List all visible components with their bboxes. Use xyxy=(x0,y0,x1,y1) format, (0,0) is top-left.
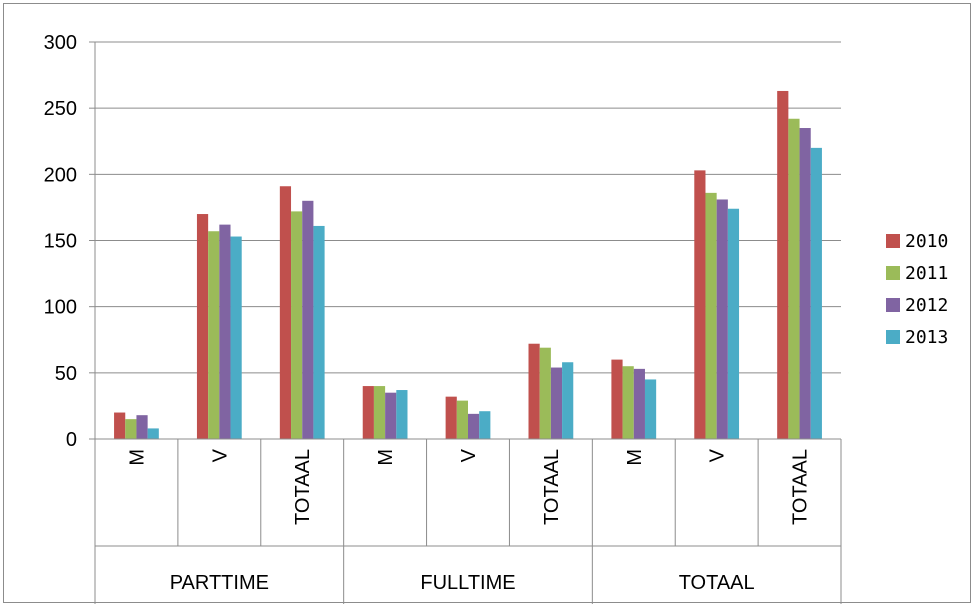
x-category-label: V xyxy=(209,448,231,462)
legend-swatch xyxy=(886,234,900,248)
bars xyxy=(114,90,822,440)
x-category-label: M xyxy=(624,449,646,466)
bar xyxy=(313,225,325,439)
legend-label: 2012 xyxy=(905,295,948,316)
x-category-label: M xyxy=(126,449,148,466)
bar xyxy=(362,386,374,439)
bar xyxy=(468,413,480,439)
bar xyxy=(219,224,231,439)
y-tick-label: 300 xyxy=(44,32,77,54)
x-category-label: TOTAAL xyxy=(790,449,812,525)
bar xyxy=(716,199,728,439)
bar xyxy=(445,396,457,439)
bar xyxy=(147,428,159,439)
y-tick-label: 250 xyxy=(44,98,77,120)
bar xyxy=(705,192,717,439)
bar xyxy=(562,362,574,439)
bar xyxy=(396,390,408,439)
legend-label: 2013 xyxy=(905,327,948,348)
bar xyxy=(196,214,209,439)
bar xyxy=(125,419,137,439)
bar xyxy=(208,231,220,439)
legend-swatch xyxy=(886,266,900,280)
bar xyxy=(302,200,314,439)
bar xyxy=(230,236,242,439)
bar xyxy=(539,347,551,439)
bar xyxy=(694,170,706,439)
legend-label: 2010 xyxy=(905,231,948,252)
legend-label: 2011 xyxy=(905,263,948,284)
x-group-label: TOTAAL xyxy=(679,572,755,594)
bar xyxy=(385,392,397,439)
bar xyxy=(550,367,563,439)
x-axis-labels: M V TOTAAL M V TOTAAL M V TOTAAL PARTTIME FULLTIME… xyxy=(94,439,842,604)
y-axis-ticks: 0 50 100 150 200 250 300 xyxy=(44,32,95,451)
bar xyxy=(456,400,468,439)
bar xyxy=(799,128,811,439)
y-tick-label: 100 xyxy=(44,297,77,319)
y-tick-label: 50 xyxy=(55,363,77,385)
x-category-label: V xyxy=(707,448,729,462)
x-category-label: TOTAAL xyxy=(292,449,314,525)
bar xyxy=(788,118,800,440)
legend: 2010 2011 2012 2013 xyxy=(886,231,948,348)
bar xyxy=(279,186,292,439)
bar xyxy=(727,208,740,439)
bar xyxy=(777,90,789,440)
bar xyxy=(528,343,540,439)
bar xyxy=(291,211,303,439)
bar xyxy=(633,368,645,439)
bar xyxy=(644,379,657,439)
bar xyxy=(622,366,634,439)
x-category-label: TOTAAL xyxy=(541,449,563,525)
bar xyxy=(136,415,148,439)
x-category-label: M xyxy=(375,449,397,466)
bar xyxy=(373,386,386,439)
bar xyxy=(114,412,126,439)
axes xyxy=(94,42,841,440)
x-category-label: V xyxy=(458,448,480,462)
legend-swatch xyxy=(886,330,900,344)
bar xyxy=(810,147,822,439)
y-tick-label: 150 xyxy=(44,231,77,253)
y-tick-label: 0 xyxy=(66,429,77,451)
bar xyxy=(611,359,623,439)
x-group-label: FULLTIME xyxy=(420,572,515,594)
legend-swatch xyxy=(886,298,900,312)
bar xyxy=(479,411,491,439)
x-group-label: PARTTIME xyxy=(170,572,269,594)
y-tick-label: 200 xyxy=(44,164,77,186)
